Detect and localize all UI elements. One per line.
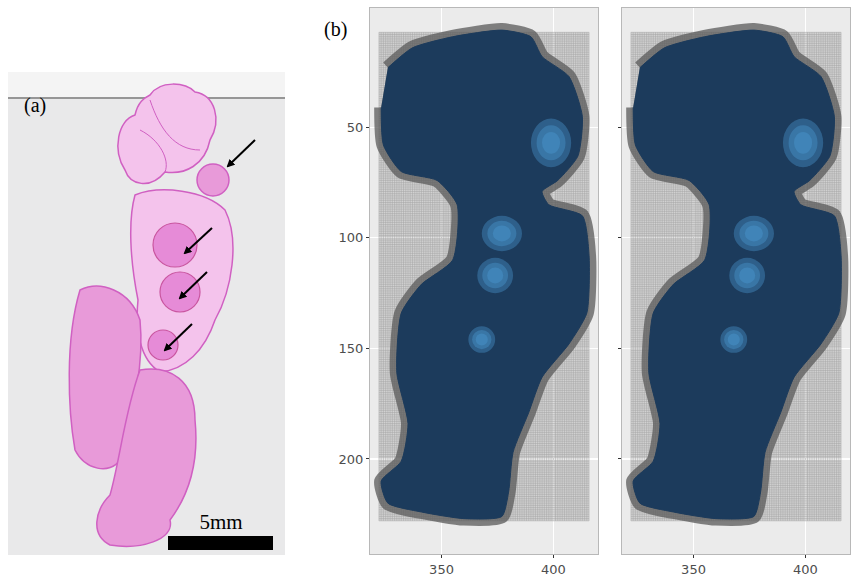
html-text:(b): (b): [324, 18, 348, 40]
svg-text:400: 400: [541, 562, 566, 577]
svg-text:350: 350: [681, 562, 706, 577]
svg-text:50: 50: [347, 120, 364, 135]
svg-text:5mm: 5mm: [199, 510, 242, 534]
svg-text:100: 100: [339, 230, 364, 245]
svg-text:400: 400: [793, 562, 818, 577]
svg-text:200: 200: [339, 452, 364, 467]
svg-text:350: 350: [429, 562, 454, 577]
svg-text:150: 150: [339, 341, 364, 356]
svg-text:(a): (a): [24, 94, 46, 117]
